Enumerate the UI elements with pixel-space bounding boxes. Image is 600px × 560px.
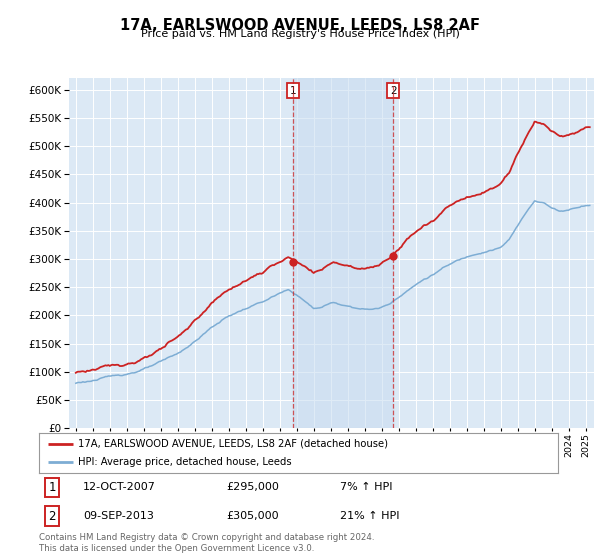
Text: 7% ↑ HPI: 7% ↑ HPI <box>340 483 392 492</box>
Text: £305,000: £305,000 <box>226 511 278 521</box>
Text: HPI: Average price, detached house, Leeds: HPI: Average price, detached house, Leed… <box>78 458 292 467</box>
Text: 17A, EARLSWOOD AVENUE, LEEDS, LS8 2AF (detached house): 17A, EARLSWOOD AVENUE, LEEDS, LS8 2AF (d… <box>78 439 388 449</box>
Bar <box>293 78 394 428</box>
Text: 2: 2 <box>48 510 56 522</box>
Text: Contains HM Land Registry data © Crown copyright and database right 2024.
This d: Contains HM Land Registry data © Crown c… <box>39 533 374 553</box>
Text: 1: 1 <box>48 481 56 494</box>
Text: 09-SEP-2013: 09-SEP-2013 <box>83 511 154 521</box>
Text: 21% ↑ HPI: 21% ↑ HPI <box>340 511 400 521</box>
Text: 1: 1 <box>290 86 296 96</box>
Text: 2: 2 <box>390 86 397 96</box>
Text: 12-OCT-2007: 12-OCT-2007 <box>83 483 156 492</box>
Text: Price paid vs. HM Land Registry's House Price Index (HPI): Price paid vs. HM Land Registry's House … <box>140 29 460 39</box>
Text: £295,000: £295,000 <box>226 483 279 492</box>
Text: 17A, EARLSWOOD AVENUE, LEEDS, LS8 2AF: 17A, EARLSWOOD AVENUE, LEEDS, LS8 2AF <box>120 18 480 33</box>
